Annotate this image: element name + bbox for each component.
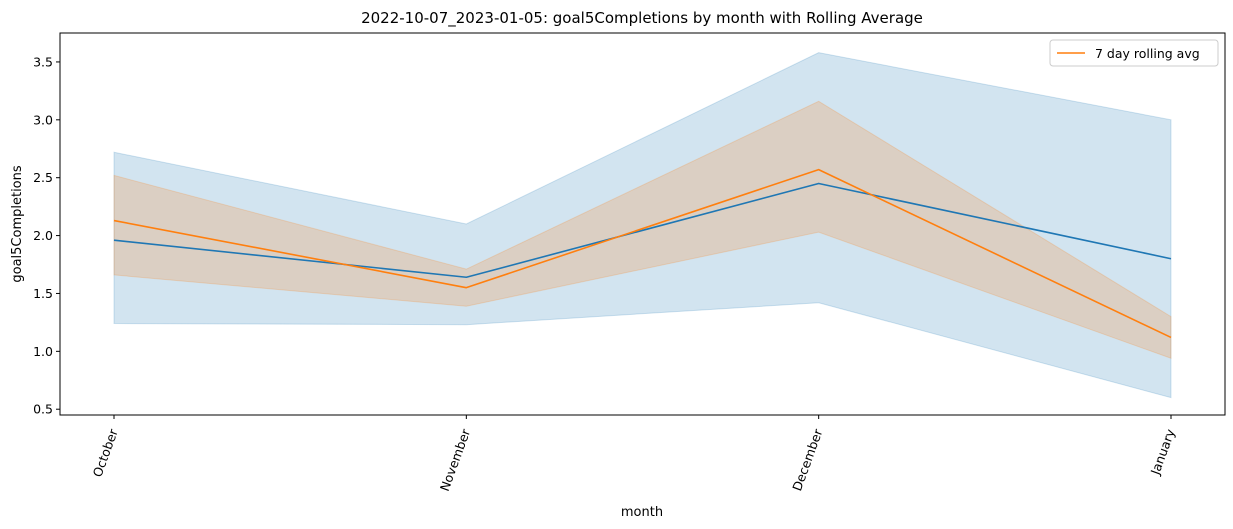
x-axis-label: month — [621, 505, 663, 520]
series-lines — [113, 168, 1172, 339]
confidence-band-0 — [113, 52, 1172, 399]
series-line-0 — [113, 182, 1172, 279]
legend-label-rolling-avg: 7 day rolling avg — [1095, 46, 1200, 61]
y-tick-label: 2.0 — [33, 228, 53, 243]
plot-frame — [59, 32, 1226, 416]
y-tick-label: 3.5 — [33, 54, 53, 69]
y-tick-label: 3.0 — [33, 112, 53, 127]
y-axis-label: goal5Completions — [10, 165, 25, 283]
y-tick-label: 2.5 — [33, 170, 53, 185]
series-line-1 — [113, 168, 1172, 339]
y-tick-label: 1.5 — [33, 286, 53, 301]
legend-box — [1049, 39, 1219, 67]
y-axis: 0.5 1.0 1.5 2.0 2.5 3.0 3.5 — [33, 54, 60, 417]
y-tick-label: 1.0 — [33, 344, 53, 359]
legend: 7 day rolling avg — [1049, 39, 1219, 67]
y-tick-label: 0.5 — [33, 402, 53, 417]
chart-title: 2022-10-07_2023-01-05: goal5Completions … — [361, 9, 923, 28]
